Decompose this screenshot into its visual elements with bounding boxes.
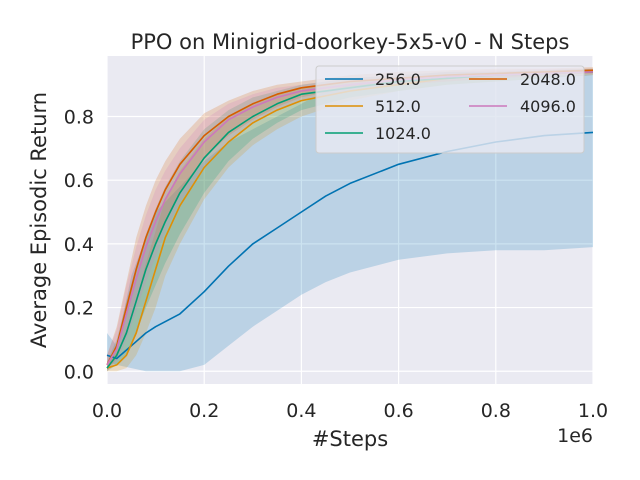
x-tick-label: 0.4 [286,400,316,422]
x-tick-label: 1.0 [578,400,608,422]
x-axis-offset-label: 1e6 [557,425,593,447]
confidence-band-512.0 [107,68,593,372]
y-tick-label: 0.8 [64,107,94,129]
y-tick-labels: 0.0 0.2 0.4 0.6 0.8 [64,107,94,384]
y-tick-label: 0.2 [64,298,94,320]
legend-label: 512.0 [375,97,421,116]
x-tick-label: 0.0 [92,400,122,422]
legend-label: 1024.0 [375,124,431,143]
x-tick-label: 0.8 [481,400,511,422]
chart-title: PPO on Minigrid-doorkey-5x5-v0 - N Steps [131,30,570,54]
y-tick-label: 0.0 [64,361,94,383]
legend-label: 2048.0 [520,70,576,89]
legend-label: 4096.0 [520,97,576,116]
y-tick-label: 0.6 [64,170,94,192]
confidence-band-1024.0 [107,68,593,372]
x-tick-label: 0.2 [189,400,219,422]
y-tick-label: 0.4 [64,234,94,256]
legend-box [315,65,585,154]
x-axis-label: #Steps [312,427,388,451]
legend: 256.0 512.0 1024.0 2048.0 4096.0 [315,65,585,154]
x-tick-label: 0.6 [383,400,413,422]
x-tick-labels: 0.0 0.2 0.4 0.6 0.8 1.0 [92,400,608,422]
y-axis-label: Average Episodic Return [27,92,51,348]
legend-label: 256.0 [375,70,421,89]
